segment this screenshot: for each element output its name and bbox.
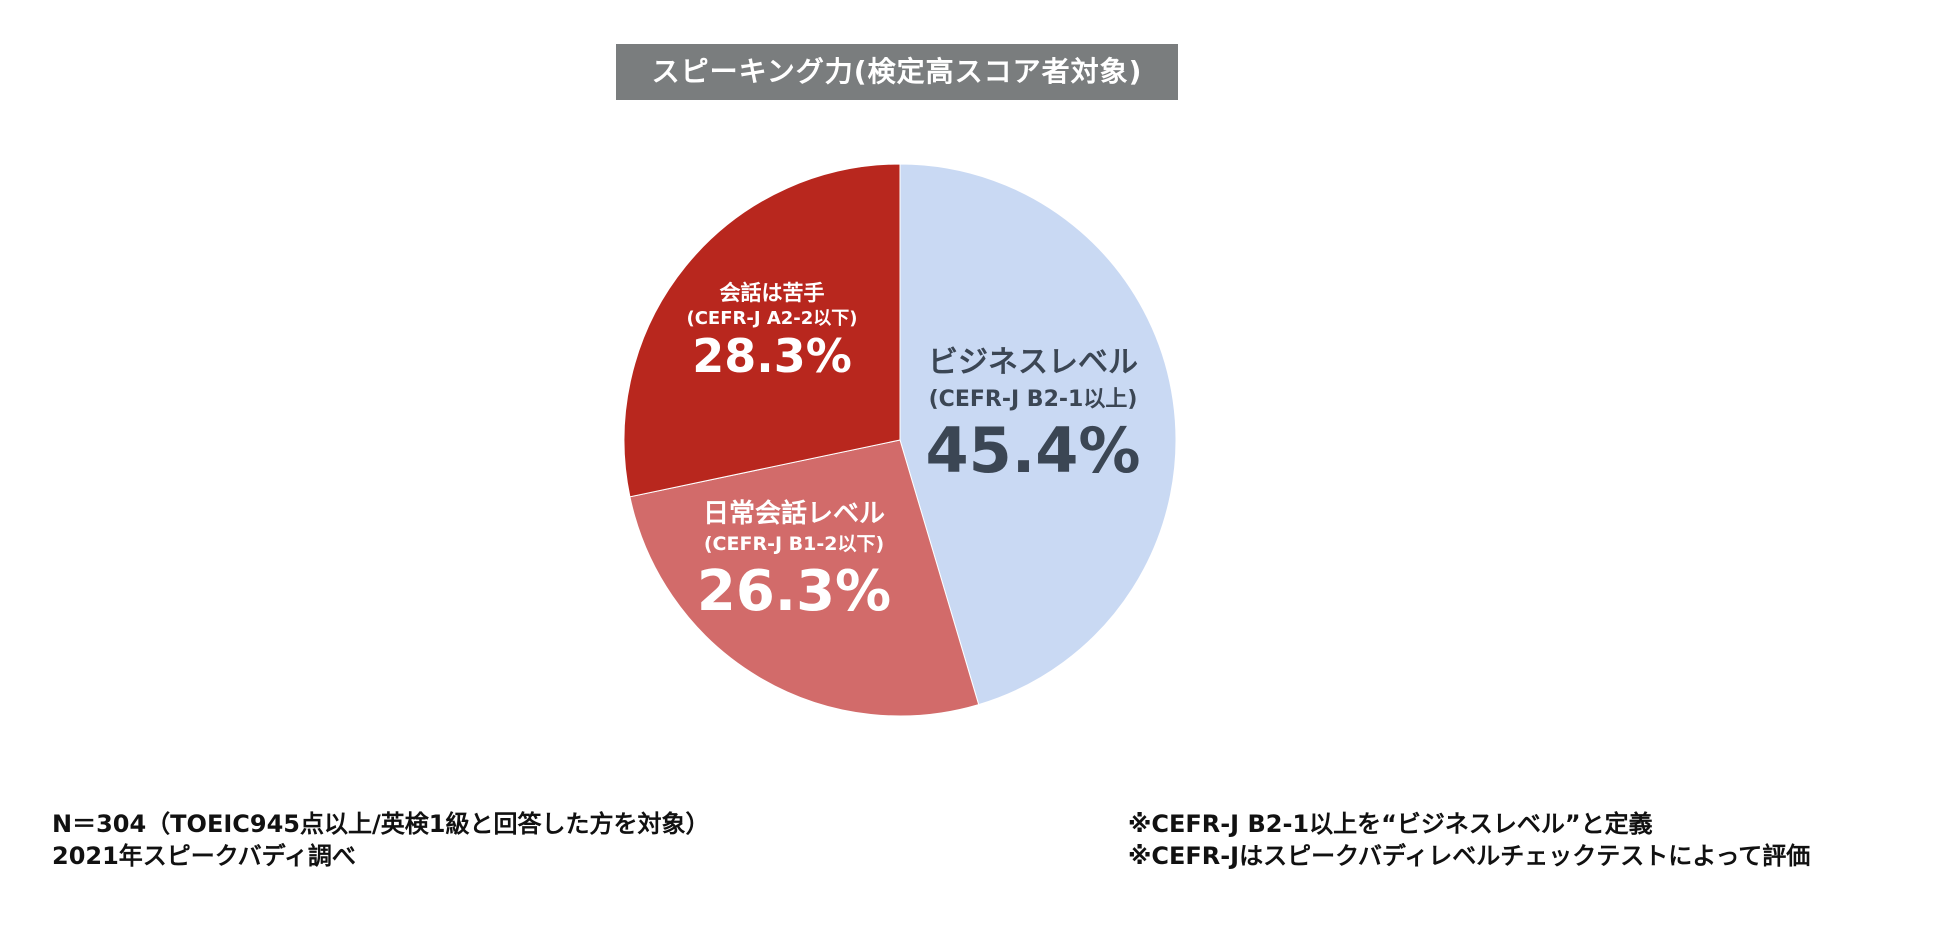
slice-name-label: ビジネスレベル bbox=[928, 345, 1138, 380]
slice-value-label: 45.4% bbox=[925, 414, 1140, 487]
pie-slice-1 bbox=[899, 163, 1177, 706]
survey-source-note: 2021年スピークバディ調べ bbox=[52, 842, 356, 870]
chart-title: スピーキング力(検定高スコア者対象) bbox=[616, 44, 1178, 100]
source-note: N＝304（TOEIC945点以上/英検1級と回答した方を対象） 2021年スピ… bbox=[52, 808, 709, 872]
slice-value-label: 26.3% bbox=[697, 559, 891, 624]
pie-slice-2 bbox=[629, 439, 980, 717]
sample-size-note: N＝304（TOEIC945点以上/英検1級と回答した方を対象） bbox=[52, 810, 710, 838]
pie-slice-3 bbox=[623, 163, 901, 498]
definition-note-2: ※CEFR-Jはスピークバディレベルチェックテストによって評価 bbox=[1128, 842, 1811, 870]
slice-label-group-1: ビジネスレベル (CEFR-J B2-1以上)45.4% bbox=[925, 345, 1140, 487]
slice-value-label: 28.3% bbox=[692, 329, 852, 383]
slice-sub-label: (CEFR-J A2-2以下) bbox=[687, 308, 858, 329]
slice-name-label: 会話は苦手 bbox=[720, 281, 825, 305]
slice-label-group-3: 会話は苦手 (CEFR-J A2-2以下)28.3% bbox=[687, 281, 858, 383]
slice-name-label: 日常会話レベル bbox=[703, 498, 885, 529]
slice-sub-label: (CEFR-J B2-1以上) bbox=[929, 387, 1138, 412]
slice-label-group-2: 日常会話レベル (CEFR-J B1-2以下) 26.3% bbox=[697, 498, 891, 624]
definition-note-1: ※CEFR-J B2-1以上を“ビジネスレベル”と定義 bbox=[1128, 810, 1653, 838]
definition-note: ※CEFR-J B2-1以上を“ビジネスレベル”と定義 ※CEFR-Jはスピーク… bbox=[1128, 808, 1810, 872]
slice-sub-label: (CEFR-J B1-2以下) bbox=[704, 533, 884, 555]
